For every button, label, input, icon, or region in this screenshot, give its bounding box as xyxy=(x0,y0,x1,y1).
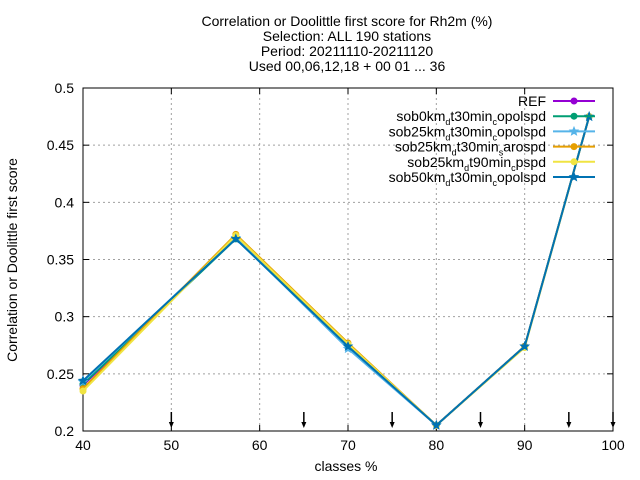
legend-label: REF xyxy=(518,93,546,109)
class-marker-arrowhead xyxy=(301,422,307,428)
chart-title-line-4: Used 00,06,12,18 + 00 01 ... 36 xyxy=(249,58,446,74)
data-point xyxy=(570,97,578,105)
data-point xyxy=(570,112,578,120)
legend-entry: sob25kmdt30minsarospd xyxy=(395,139,595,158)
legend-label: sob0kmdt30mincopolspd xyxy=(396,108,546,127)
y-tick-label: 0.35 xyxy=(47,252,74,268)
data-point xyxy=(568,125,580,136)
legend-label: sob25kmdt30minsarospd xyxy=(395,139,546,158)
series-line xyxy=(82,116,591,427)
data-point xyxy=(230,233,242,244)
y-tick-label: 0.5 xyxy=(55,80,75,96)
x-tick-label: 70 xyxy=(340,437,356,453)
data-point xyxy=(570,143,578,151)
legend-label: sob50kmdt30mincopolspd xyxy=(389,169,546,188)
grid xyxy=(83,88,613,431)
data-point xyxy=(342,340,354,351)
chart-title-line-3: Period: 20211110-20211120 xyxy=(261,43,434,59)
x-tick-label: 40 xyxy=(75,437,91,453)
y-tick-label: 0.2 xyxy=(55,423,75,439)
x-axis-label: classes % xyxy=(314,458,377,474)
legend-entry: sob25kmdt90mincpspd xyxy=(407,154,595,173)
y-axis-label: Correlation or Doolittle first score xyxy=(4,158,20,362)
y-tick-label: 0.45 xyxy=(47,137,74,153)
data-point xyxy=(79,387,87,395)
series-sob50km_dt30min_copolspd xyxy=(77,111,595,430)
class-marker-arrowhead xyxy=(389,422,395,428)
class-marker-arrowhead xyxy=(610,422,616,428)
data-point xyxy=(519,340,530,351)
class-marker-arrowhead xyxy=(566,422,572,428)
y-tick-label: 0.4 xyxy=(55,194,75,210)
legend-entry: REF xyxy=(518,93,595,109)
class-marker-arrowhead xyxy=(478,422,483,428)
class-markers xyxy=(168,412,616,428)
data-point xyxy=(77,375,89,386)
data-point xyxy=(431,419,442,430)
chart-title-line-2: Selection: ALL 190 stations xyxy=(263,28,431,44)
legend-entry: sob25kmdt30mincopolspd xyxy=(389,123,595,142)
chart-title-line-1: Correlation or Doolittle first score for… xyxy=(202,13,493,29)
y-tick-label: 0.3 xyxy=(55,309,75,325)
data-point xyxy=(570,158,578,166)
legend-entry: sob50kmdt30mincopolspd xyxy=(389,169,595,188)
x-tick-label: 90 xyxy=(517,437,533,453)
chart-title: Correlation or Doolittle first score for… xyxy=(202,13,493,74)
legend-label: sob25kmdt30mincopolspd xyxy=(389,123,546,142)
x-tick-label: 50 xyxy=(164,437,180,453)
axis-ticks: 40 50 60 70 80 90 100 0.2 0.25 0.3 0.35 0.4 0.45 0.5 xyxy=(47,80,625,453)
legend-entry: sob0kmdt30mincopolspd xyxy=(396,108,595,127)
series-group xyxy=(77,111,595,430)
x-tick-label: 100 xyxy=(601,437,625,453)
class-marker-arrowhead xyxy=(168,422,174,428)
x-tick-label: 60 xyxy=(252,437,268,453)
x-tick-label: 80 xyxy=(429,437,445,453)
legend-label: sob25kmdt90mincpspd xyxy=(407,154,546,173)
legend: REFsob0kmdt30mincopolspdsob25kmdt30minco… xyxy=(389,93,595,188)
y-tick-label: 0.25 xyxy=(47,366,74,382)
data-point xyxy=(568,171,580,182)
